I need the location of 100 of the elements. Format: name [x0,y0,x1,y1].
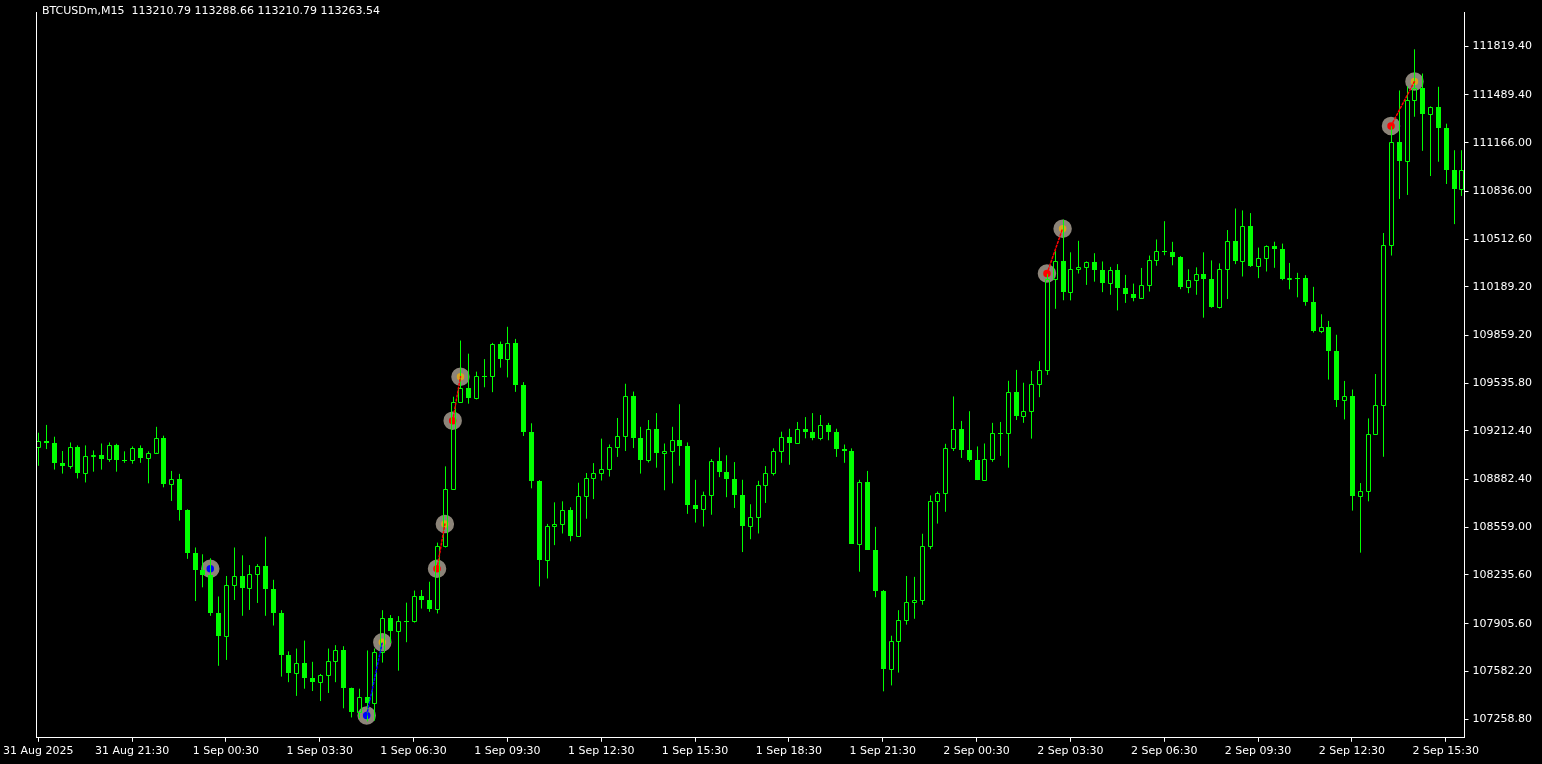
candlestick [1389,125,1394,257]
candlestick [1452,149,1457,225]
x-tick-label: 2 Sep 06:30 [1131,744,1198,758]
candlestick [763,465,768,504]
candlestick [200,553,205,588]
candlestick [1311,286,1316,334]
candlestick [1248,212,1253,266]
chart-title: BTCUSDm,M15 113210.79 113288.66 113210.79 113263.54 [42,4,380,18]
candlestick [341,645,346,709]
candlestick [1420,73,1425,152]
candlestick [505,326,510,378]
candlestick [1186,268,1191,294]
candlestick [584,472,589,520]
candlestick [99,443,104,471]
candlestick [1131,283,1136,302]
candlestick [279,609,284,678]
candlestick [1444,123,1449,185]
candlestick [693,479,698,524]
candlestick [740,479,745,553]
y-tick-label: 107258.80 [1472,711,1533,725]
candlestick [208,557,213,617]
candlestick [1014,369,1019,421]
candlestick [904,575,909,626]
candlestick [44,424,49,450]
candlestick [591,462,596,500]
candlestick [193,547,198,602]
candlestick [560,500,565,534]
candlestick [1100,260,1105,293]
candlestick [521,381,526,437]
candlestick [967,410,972,463]
candlestick [52,436,57,471]
candlestick [177,473,182,522]
candlestick [1037,360,1042,398]
candlestick [255,563,260,604]
candlestick [1225,229,1230,300]
candlestick [803,416,808,439]
x-tick-label: 1 Sep 09:30 [474,744,541,758]
candlestick [748,503,753,540]
candlestick [1170,241,1175,266]
candlestick [881,591,886,692]
candlestick [1233,208,1238,265]
candlestick [1217,262,1222,310]
candlestick [138,444,143,464]
candlestick [333,644,338,683]
candlestick [1076,240,1081,275]
x-tick-label: 1 Sep 06:30 [380,744,447,758]
candlestick [1397,89,1402,200]
candlestick [263,536,268,617]
x-tick-label: 1 Sep 21:30 [849,744,916,758]
x-tick-label: 31 Aug 2025 [3,744,74,758]
y-tick-label: 111819.40 [1472,39,1533,53]
candlestick [1201,251,1206,319]
candlestick [154,426,159,454]
candlestick [1115,263,1120,311]
candlestick [216,595,221,667]
candlestick [677,403,682,467]
candlestick [60,450,65,475]
candlestick [943,443,948,513]
candlestick [68,441,73,470]
y-tick-label: 107582.20 [1472,664,1533,678]
x-tick-label: 2 Sep 15:30 [1412,744,1479,758]
candlestick [834,428,839,458]
candlestick [1123,274,1128,304]
candlestick [146,450,151,484]
candlestick [372,648,377,722]
candlestick [1373,373,1378,435]
x-tick-label: 2 Sep 09:30 [1224,744,1292,758]
candlestick [537,481,542,587]
candlestick [631,391,636,449]
candlestick [302,640,307,690]
candlestick [701,491,706,528]
candlestick [873,526,878,598]
candlestick [1350,389,1355,512]
candlestick [951,395,956,452]
candlestick [83,444,88,483]
candlestick [552,501,557,546]
candlestick [732,461,737,509]
candlestick [529,422,534,489]
y-tick-label: 110189.20 [1472,279,1533,293]
candlestick [396,615,401,672]
candlestick [498,341,503,369]
candlestick [1412,48,1417,118]
candlestick [294,648,299,697]
point [357,706,376,725]
candlestick [240,554,245,617]
x-tick-label: 1 Sep 03:30 [286,744,353,758]
candlestick [1319,313,1324,334]
x-tick-label: 1 Sep 00:30 [192,744,260,758]
candlestick [709,458,714,516]
candlestick [810,412,815,441]
candlestick [1381,232,1386,458]
candlestick [975,445,980,480]
point [1381,116,1401,136]
point [1037,264,1057,283]
candlestick [842,444,847,464]
x-tick-label: 1 Sep 15:30 [661,744,729,758]
candlestick [1342,380,1347,420]
candlestick [451,396,456,490]
candlestick [318,675,323,702]
candlestick [1326,320,1331,381]
